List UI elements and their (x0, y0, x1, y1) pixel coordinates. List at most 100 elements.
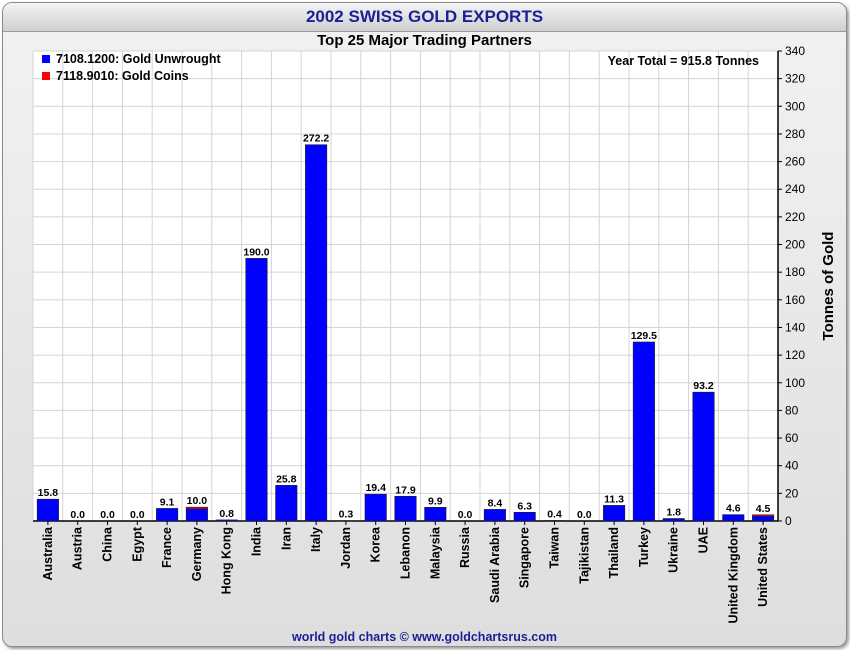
data-label: 11.3 (604, 493, 624, 505)
x-tick-label: Russia (458, 526, 472, 568)
bar-unwrought (185, 508, 208, 522)
bar-unwrought (36, 498, 59, 522)
y-tick-label: 340 (785, 44, 805, 58)
x-tick-label: United Kingdom (726, 527, 740, 624)
data-label: 0.0 (70, 509, 85, 521)
legend-entry: 7108.1200: Gold Unwrought (56, 52, 221, 66)
x-tick-label: France (160, 527, 174, 568)
bar-coins (185, 506, 208, 510)
x-tick-label: Italy (309, 527, 323, 552)
data-label: 272.2 (303, 133, 329, 145)
bar-unwrought (394, 495, 417, 522)
x-tick-label: Iran (279, 527, 293, 550)
data-label: 0.0 (577, 509, 592, 521)
y-tick-label: 260 (785, 155, 805, 169)
chart-subtitle: Top 25 Major Trading Partners (317, 32, 532, 49)
data-label: 4.6 (726, 503, 741, 515)
x-tick-label: Lebanon (399, 527, 413, 579)
year-total-annotation: Year Total = 915.8 Tonnes (608, 54, 759, 68)
data-label: 1.8 (666, 507, 681, 519)
bar-unwrought (603, 505, 626, 522)
bar-unwrought (662, 518, 685, 522)
x-tick-label: Thailand (607, 527, 621, 578)
data-label: 9.1 (160, 496, 175, 508)
bar-unwrought (513, 511, 536, 522)
data-label: 0.0 (100, 509, 115, 521)
legend-entry: 7118.9010: Gold Coins (56, 69, 189, 83)
data-label: 17.9 (395, 484, 416, 496)
data-label: 0.8 (219, 508, 234, 520)
bar-unwrought (275, 485, 298, 522)
bar-unwrought (752, 515, 775, 522)
y-tick-label: 200 (785, 238, 805, 252)
y-axis-title: Tonnes of Gold (820, 232, 837, 341)
x-tick-label: Malaysia (428, 526, 442, 579)
bar-unwrought (692, 391, 715, 522)
y-tick-label: 180 (785, 265, 805, 279)
y-tick-label: 40 (785, 459, 799, 473)
y-tick-label: 320 (785, 72, 805, 86)
bar-unwrought (424, 507, 447, 522)
data-label: 129.5 (631, 330, 657, 342)
x-tick-label: Austria (71, 526, 85, 570)
x-tick-label: China (101, 526, 115, 562)
y-tick-label: 300 (785, 99, 805, 113)
data-label: 9.9 (428, 495, 443, 507)
title-bar: 2002 SWISS GOLD EXPORTS (3, 3, 846, 32)
y-tick-label: 60 (785, 431, 799, 445)
bar-coins (752, 514, 775, 517)
data-label: 6.3 (517, 500, 532, 512)
y-tick-label: 120 (785, 348, 805, 362)
x-tick-label: Singapore (518, 527, 532, 588)
y-tick-label: 0 (785, 514, 792, 528)
chart-title: 2002 SWISS GOLD EXPORTS (305, 7, 544, 26)
x-tick-label: United States (756, 527, 770, 607)
data-label: 19.4 (365, 482, 386, 494)
data-label: 25.8 (276, 473, 297, 485)
data-label: 93.2 (693, 380, 714, 392)
y-tick-label: 100 (785, 376, 805, 390)
y-tick-label: 20 (785, 486, 799, 500)
x-tick-label: Saudi Arabia (488, 526, 502, 603)
bar-unwrought (245, 258, 268, 522)
x-tick-label: Jordan (339, 527, 353, 569)
y-tick-label: 220 (785, 210, 805, 224)
x-tick-label: Germany (190, 527, 204, 581)
bar-unwrought (364, 493, 387, 522)
plot-area (33, 51, 778, 521)
x-tick-label: Tajikistan (577, 527, 591, 584)
x-tick-label: India (250, 526, 264, 556)
x-tick-label: Turkey (637, 527, 651, 567)
y-tick-label: 160 (785, 293, 805, 307)
x-tick-label: Egypt (130, 526, 144, 562)
legend-swatch (42, 55, 50, 63)
bar-unwrought (305, 144, 328, 522)
data-label: 4.5 (756, 503, 771, 515)
bar-unwrought (632, 341, 655, 522)
y-tick-label: 240 (785, 182, 805, 196)
x-tick-label: Australia (41, 526, 55, 581)
bar-unwrought (156, 508, 179, 522)
data-label: 0.0 (458, 509, 473, 521)
legend-swatch (42, 72, 50, 80)
x-tick-label: UAE (697, 527, 711, 553)
y-tick-label: 80 (785, 403, 799, 417)
x-tick-label: Ukraine (667, 527, 681, 573)
y-tick-label: 140 (785, 320, 805, 334)
data-label: 8.4 (488, 497, 503, 509)
data-label: 15.8 (38, 487, 59, 499)
x-tick-label: Hong Kong (220, 527, 234, 594)
y-tick-label: 280 (785, 127, 805, 141)
bar-unwrought (483, 509, 506, 522)
data-label: 190.0 (243, 246, 269, 258)
data-label: 0.4 (547, 508, 562, 520)
bar-unwrought (722, 514, 745, 522)
bar-chart: 0 20 40 60 80 100 120 140 160 180 200 220 240 260 280 3… (32, 44, 837, 624)
data-label: 0.3 (339, 509, 354, 521)
chart-footer: world gold charts © www.goldchartsrus.co… (291, 630, 558, 644)
data-label: 10.0 (187, 495, 208, 507)
bar-unwrought (543, 520, 566, 522)
x-tick-label: Taiwan (548, 527, 562, 568)
bar-unwrought (215, 519, 238, 522)
